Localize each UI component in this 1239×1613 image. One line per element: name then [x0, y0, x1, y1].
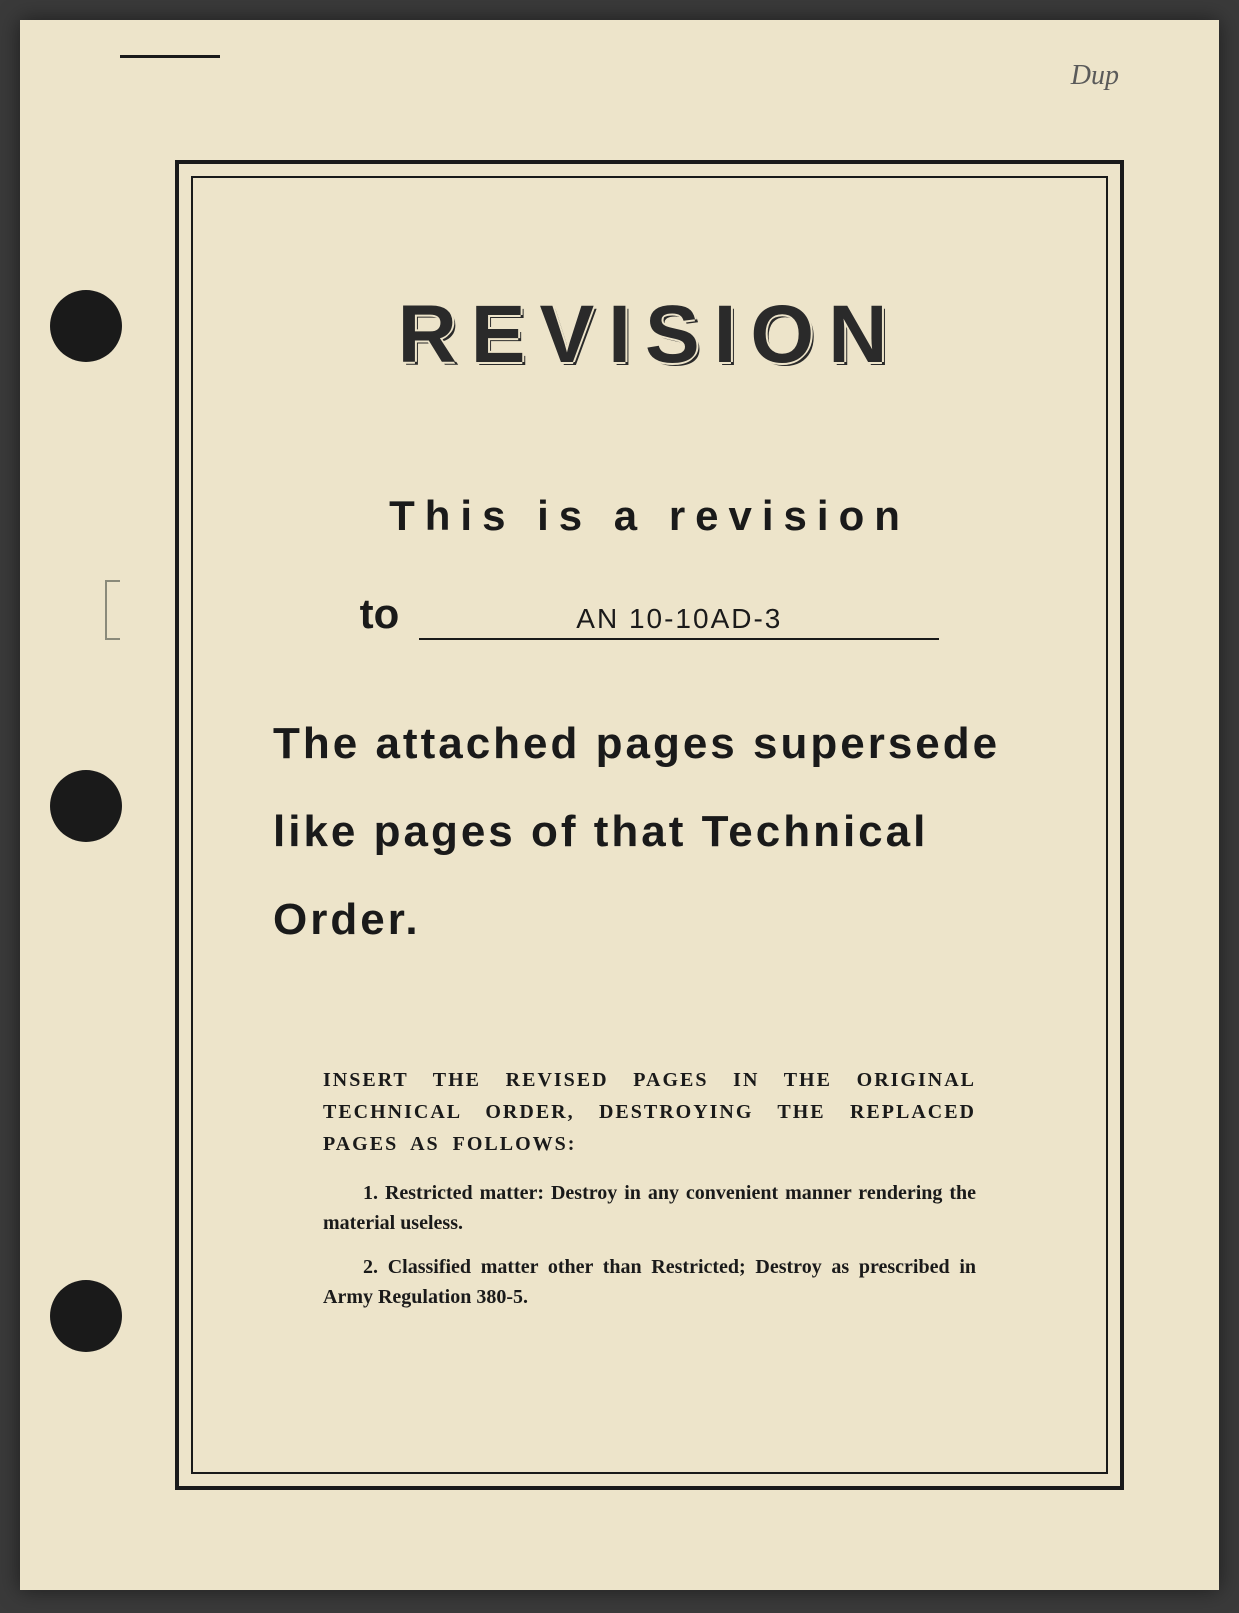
body-text: The attached pages supersede like pages …	[263, 700, 1036, 964]
staple-mark	[105, 580, 120, 640]
instructions-block: INSERT THE REVISED PAGES IN THE ORIGINAL…	[263, 1064, 1036, 1312]
subtitle-text: This is a revision	[263, 492, 1036, 540]
to-value: AN 10-10AD-3	[576, 603, 782, 634]
instruction-item-2: 2. Classified matter other than Restrict…	[323, 1252, 976, 1312]
punch-hole-1	[50, 290, 122, 362]
to-value-underline: AN 10-10AD-3	[419, 603, 939, 640]
punch-hole-2	[50, 770, 122, 842]
handwritten-annotation: Dup	[1071, 60, 1119, 92]
instruction-item-1: 1. Restricted matter: Destroy in any con…	[323, 1178, 976, 1238]
punch-hole-3	[50, 1280, 122, 1352]
to-line-container: to AN 10-10AD-3	[263, 590, 1036, 640]
outer-frame: REVISION This is a revision to AN 10-10A…	[175, 160, 1124, 1490]
to-label: to	[360, 590, 400, 638]
instruction-header: INSERT THE REVISED PAGES IN THE ORIGINAL…	[323, 1064, 976, 1160]
inner-frame: REVISION This is a revision to AN 10-10A…	[191, 176, 1108, 1474]
document-page: Dup REVISION This is a revision to AN 10…	[20, 20, 1219, 1590]
top-mark-line	[120, 55, 220, 58]
revision-title: REVISION	[263, 288, 1036, 382]
